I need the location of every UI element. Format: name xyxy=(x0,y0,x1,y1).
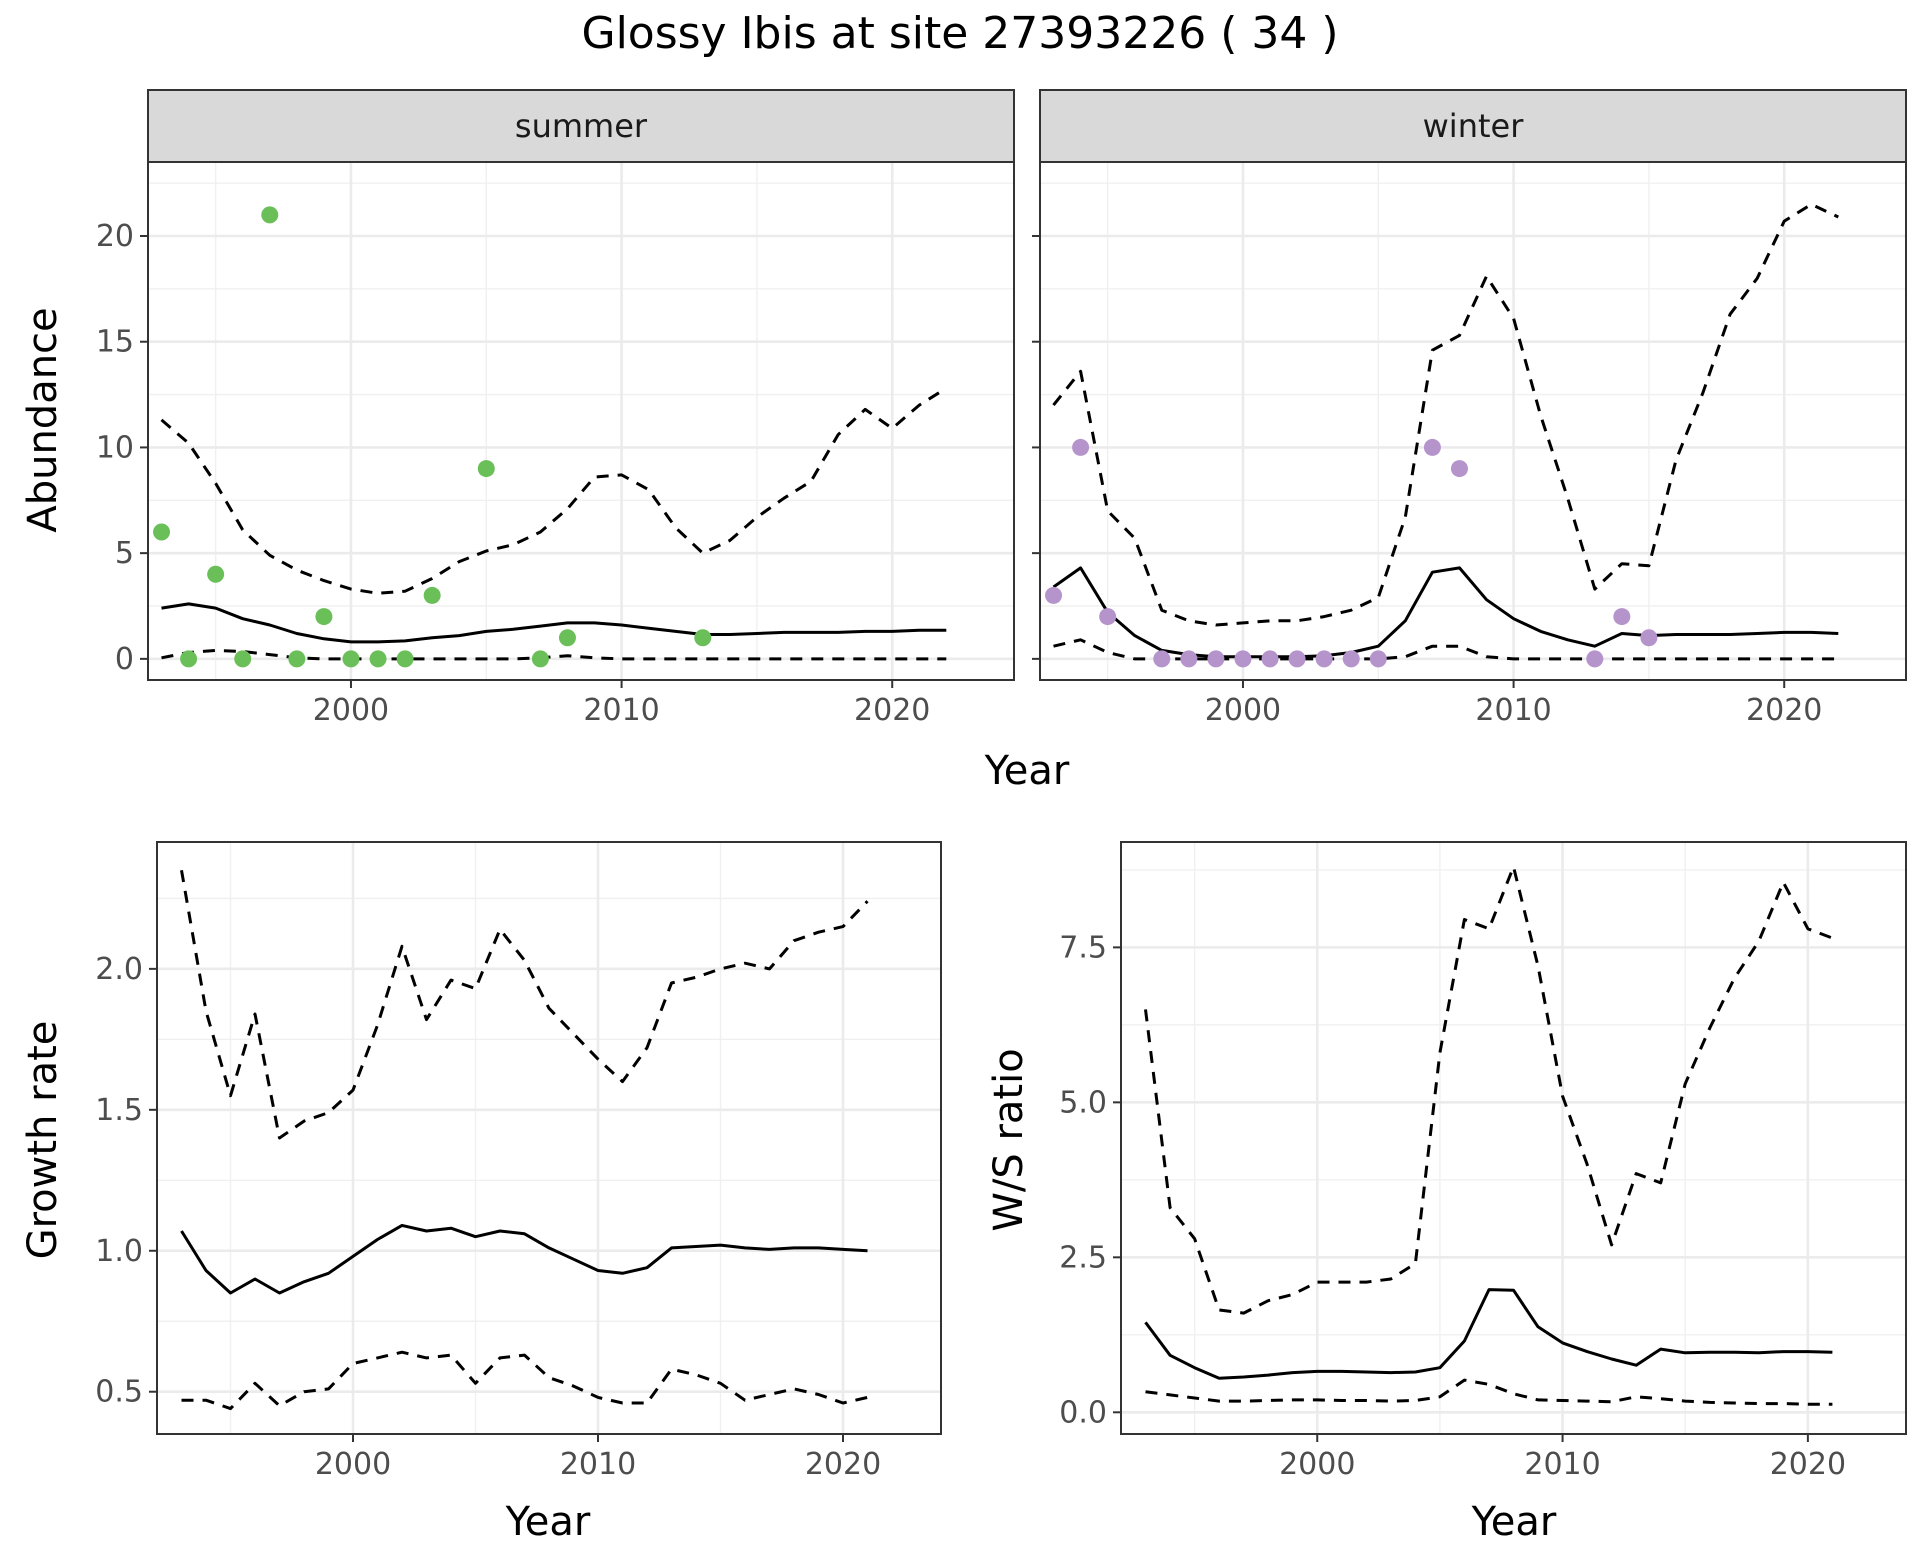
y-tick-label: 10 xyxy=(96,430,134,465)
series-upper-line xyxy=(160,386,948,595)
panel-background xyxy=(1040,162,1906,680)
data-point xyxy=(342,650,360,668)
x-tick-label: 2010 xyxy=(1475,693,1551,728)
y-tick-label: 5 xyxy=(115,536,134,571)
panel-background xyxy=(148,162,1014,680)
series-estimate-line xyxy=(161,602,947,644)
data-point xyxy=(1261,650,1279,668)
data-point xyxy=(288,650,306,668)
data-point xyxy=(1640,629,1658,647)
panel-border xyxy=(156,841,942,1435)
strip-winter-label: winter xyxy=(1423,107,1525,145)
abundance-y-axis-label: Abundance xyxy=(20,307,66,532)
x-tick-label: 2020 xyxy=(1770,1447,1846,1482)
ratio-y-axis-label: W/S ratio xyxy=(986,1048,1032,1231)
panel-winter: 2000 2010 2020 xyxy=(1032,161,1907,728)
panel-growth: 2000 2010 2020 0.5 1.0 1.5 2.0 xyxy=(95,841,942,1482)
data-point xyxy=(1586,650,1604,668)
series-lower-line xyxy=(1145,1378,1833,1406)
top-x-axis-label: Year xyxy=(984,748,1070,794)
series-upper-line xyxy=(180,869,869,1140)
data-point xyxy=(207,565,225,583)
x-tick-label: 2010 xyxy=(560,1447,636,1482)
y-tick-label: 0.5 xyxy=(95,1375,143,1410)
x-tick-label: 2000 xyxy=(313,693,389,728)
y-tick-label: 1.5 xyxy=(95,1093,143,1128)
y-tick-label: 2.5 xyxy=(1059,1240,1107,1275)
series-lower-line xyxy=(181,1350,868,1411)
panel-background xyxy=(157,842,941,1434)
data-point xyxy=(1045,586,1063,604)
data-point xyxy=(694,629,712,647)
data-point xyxy=(180,650,198,668)
y-tick-label: 7.5 xyxy=(1059,930,1107,965)
series-upper-line xyxy=(1144,865,1833,1315)
series-upper-line xyxy=(1052,202,1839,627)
y-tick-label: 5.0 xyxy=(1059,1085,1107,1120)
y-tick-label: 1.0 xyxy=(95,1234,143,1269)
data-point xyxy=(1072,438,1090,456)
figure-title: Glossy Ibis at site 27393226 ( 34 ) xyxy=(581,8,1338,59)
growth-x-axis-label: Year xyxy=(505,1499,591,1545)
panel-background xyxy=(1121,842,1906,1434)
data-point xyxy=(1423,438,1441,456)
y-tick-label: 0.0 xyxy=(1059,1395,1107,1430)
data-point xyxy=(153,523,171,541)
growth-y-axis-label: Growth rate xyxy=(20,1021,66,1260)
data-point xyxy=(396,650,414,668)
data-point xyxy=(261,206,279,224)
strip-summer-label: summer xyxy=(515,107,648,145)
data-point xyxy=(423,586,441,604)
x-tick-label: 2000 xyxy=(1205,693,1281,728)
strip-summer-bg xyxy=(147,89,1015,163)
x-tick-label: 2020 xyxy=(805,1447,881,1482)
panel-border xyxy=(1120,841,1907,1435)
series-estimate-line xyxy=(1144,1288,1833,1380)
y-tick-label: 0 xyxy=(115,642,134,677)
data-point xyxy=(1099,608,1117,626)
data-point xyxy=(1315,650,1333,668)
data-point xyxy=(1234,650,1252,668)
data-point xyxy=(234,650,252,668)
panel-summer: 2000 2010 2020 0 5 10 15 20 xyxy=(96,161,1015,728)
series-estimate-line xyxy=(180,1223,868,1295)
data-point xyxy=(1153,650,1171,668)
panel-border xyxy=(1039,161,1907,681)
data-point xyxy=(531,650,549,668)
x-tick-label: 2020 xyxy=(1746,693,1822,728)
panel-border xyxy=(147,161,1015,681)
data-point xyxy=(477,460,495,478)
data-point xyxy=(1450,460,1468,478)
data-point xyxy=(315,608,333,626)
y-tick-label: 15 xyxy=(96,325,134,360)
data-point xyxy=(1342,650,1360,668)
data-point xyxy=(1369,650,1387,668)
strip-winter-bg xyxy=(1039,89,1907,163)
x-tick-label: 2010 xyxy=(583,693,659,728)
y-tick-label: 2.0 xyxy=(95,952,143,987)
x-tick-label: 2020 xyxy=(854,693,930,728)
data-point xyxy=(1207,650,1225,668)
ratio-x-axis-label: Year xyxy=(1471,1499,1557,1545)
panel-ratio: 2000 2010 2020 0.0 2.5 5.0 7.5 xyxy=(1059,841,1907,1482)
x-tick-label: 2000 xyxy=(1279,1447,1355,1482)
data-point xyxy=(369,650,387,668)
data-point xyxy=(558,629,576,647)
data-point xyxy=(1288,650,1306,668)
data-point xyxy=(1180,650,1198,668)
data-point xyxy=(1613,608,1631,626)
x-tick-label: 2010 xyxy=(1524,1447,1600,1482)
y-tick-label: 20 xyxy=(96,219,134,254)
x-tick-label: 2000 xyxy=(315,1447,391,1482)
